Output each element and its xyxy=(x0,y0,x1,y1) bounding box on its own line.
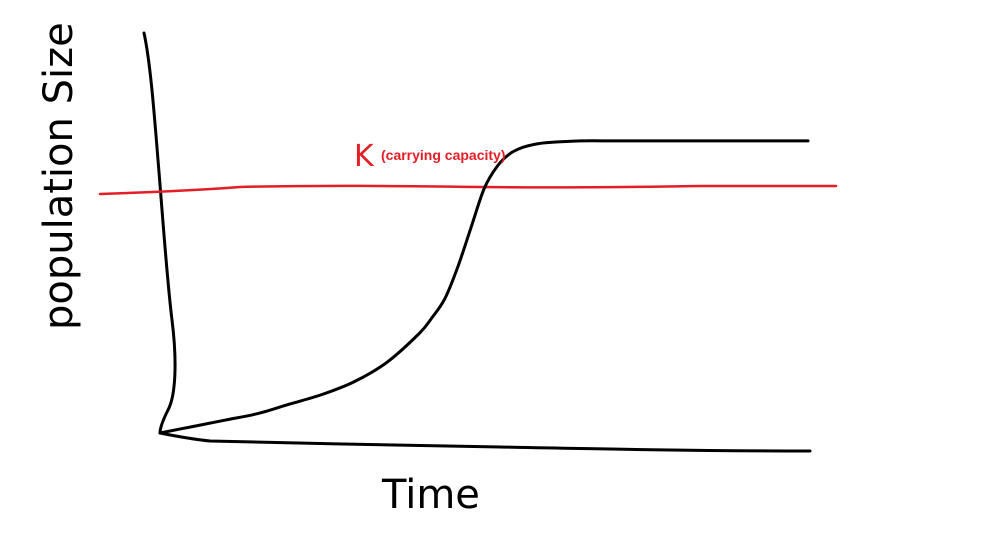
growth-curve-series xyxy=(158,139,810,435)
x-axis-line xyxy=(158,431,812,453)
carrying-capacity-label: (carrying capacity) xyxy=(381,147,506,163)
carrying-capacity-symbol: K xyxy=(354,139,375,174)
carrying-capacity-line xyxy=(98,184,838,196)
y-axis-line xyxy=(142,31,177,435)
x-axis-label: Time xyxy=(381,472,480,518)
y-axis-label: population Size xyxy=(36,22,82,330)
